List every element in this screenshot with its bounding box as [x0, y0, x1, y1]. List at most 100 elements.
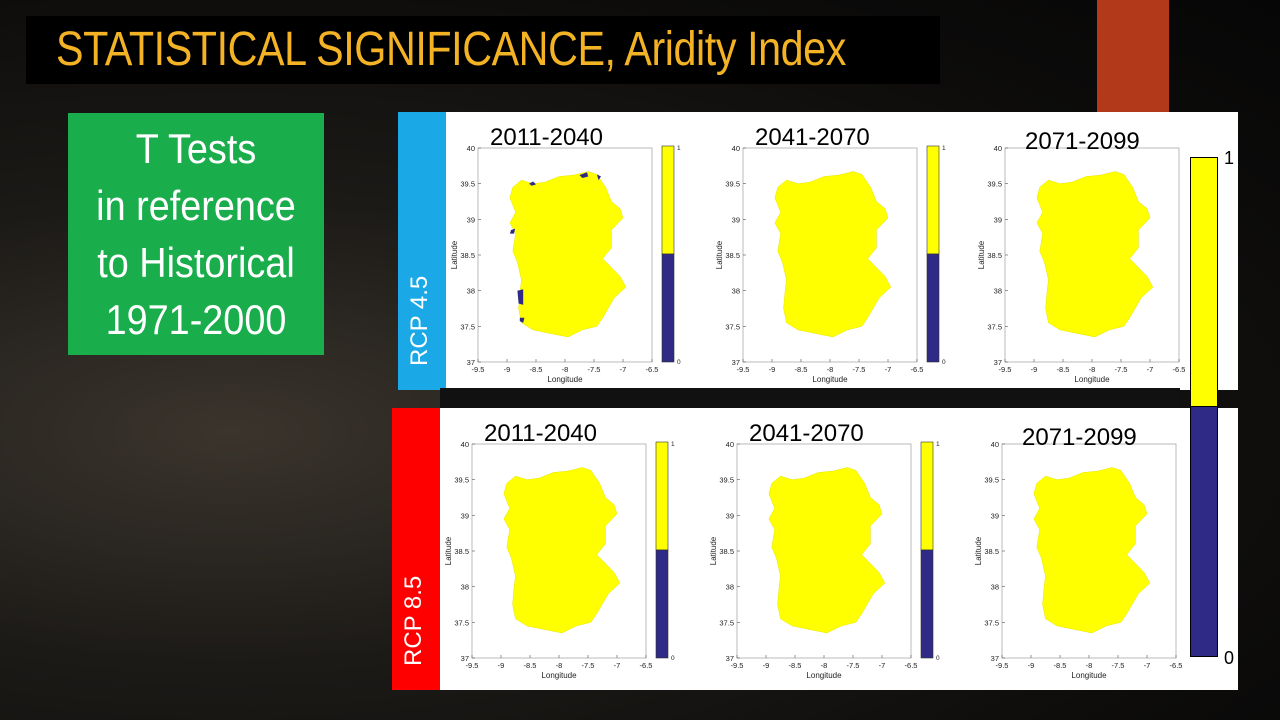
x-axis-label: Longitude: [1071, 671, 1107, 680]
y-tick-label: 39.5: [454, 476, 469, 485]
x-tick-label: -7: [1144, 661, 1151, 670]
y-tick-label: 39.5: [984, 476, 999, 485]
x-tick-label: -8.5: [530, 365, 543, 374]
colorbar-not-significant: [926, 253, 940, 363]
map-rcp85-2071-2099: -9.5 -9 -8.5 -8 -7.5 -7 -6.5 40 39.5 39 38.5 38 37.5…: [970, 408, 1235, 686]
x-tick-label: -8.5: [789, 661, 802, 670]
y-axis-label: Latitude: [974, 536, 983, 565]
y-tick-label: 38: [991, 583, 999, 592]
map-plot: -9.5 -9 -8.5 -8 -7.5 -7 -6.5 40 39.5 39 38.5 38 37.5…: [450, 144, 681, 384]
x-tick-label: -9.5: [472, 365, 485, 374]
x-tick-label: -6.5: [911, 365, 924, 374]
colorbar-not-significant: [661, 253, 675, 363]
x-tick-label: -7.5: [588, 365, 601, 374]
x-axis-label: Longitude: [812, 375, 848, 384]
y-tick-label: 38.5: [725, 251, 740, 260]
region-significant: [1036, 171, 1154, 338]
y-tick-label: 37.5: [987, 322, 1002, 331]
y-tick-label: 40: [991, 440, 999, 449]
period-title: 2011-2040: [484, 420, 597, 447]
y-tick-label: 40: [467, 144, 475, 153]
colorbar-max-label: 1: [677, 145, 681, 152]
colorbar-max-label: 1: [942, 145, 946, 152]
x-tick-label: -9: [504, 365, 511, 374]
main-colorbar-significant: [1191, 158, 1217, 407]
period-title: 2071-2099: [1025, 128, 1140, 155]
colorbar-min-label: 0: [671, 655, 675, 662]
x-tick-label: -8: [1086, 661, 1093, 670]
info-line: to Historical: [97, 239, 295, 286]
accent-rectangle: [1097, 0, 1169, 112]
period-title: 2071-2099: [1022, 424, 1137, 451]
y-tick-label: 37: [726, 654, 734, 663]
colorbar-significant: [920, 441, 934, 551]
x-tick-label: -8.5: [795, 365, 808, 374]
region-not-significant: [517, 289, 524, 305]
region-not-significant: [579, 172, 589, 178]
y-tick-label: 37.5: [460, 322, 475, 331]
y-tick-label: 39: [994, 215, 1002, 224]
y-tick-label: 38: [461, 583, 469, 592]
x-tick-label: -9: [763, 661, 770, 670]
y-tick-label: 40: [994, 144, 1002, 153]
x-tick-label: -9.5: [996, 661, 1009, 670]
x-tick-label: -6.5: [640, 661, 653, 670]
main-colorbar-max-label: 1: [1224, 148, 1235, 168]
y-tick-label: 38: [994, 287, 1002, 296]
rcp45-label-band: RCP 4.5: [398, 112, 446, 390]
y-tick-label: 40: [461, 440, 469, 449]
slide-title: STATISTICAL SIGNIFICANCE, Aridity Index: [56, 23, 846, 76]
y-tick-label: 39.5: [719, 476, 734, 485]
map-plot: -9.5 -9 -8.5 -8 -7.5 -7 -6.5 40 39.5 39 38.5 38 37.5…: [444, 440, 675, 680]
region-significant: [774, 171, 892, 338]
x-tick-label: -7: [614, 661, 621, 670]
region-significant: [1033, 467, 1151, 634]
x-tick-label: -9.5: [737, 365, 750, 374]
x-tick-label: -8: [821, 661, 828, 670]
y-tick-label: 37: [994, 358, 1002, 367]
x-tick-label: -8.5: [1054, 661, 1067, 670]
y-tick-label: 38: [726, 583, 734, 592]
region-significant: [509, 171, 627, 338]
region-not-significant: [509, 228, 516, 234]
y-tick-label: 39.5: [987, 180, 1002, 189]
colorbar-min-label: 0: [677, 359, 681, 366]
x-axis-label: Longitude: [1074, 375, 1110, 384]
y-tick-label: 38.5: [719, 547, 734, 556]
y-tick-label: 39: [726, 511, 734, 520]
rcp45-label: RCP 4.5: [406, 275, 433, 366]
x-tick-label: -9: [1028, 661, 1035, 670]
x-tick-label: -7.5: [853, 365, 866, 374]
y-axis-label: Latitude: [450, 240, 459, 269]
x-tick-label: -8: [827, 365, 834, 374]
map-rcp45-2071-2099: -9.5 -9 -8.5 -8 -7.5 -7 -6.5 40 39.5 39 38.5 38 37.5…: [973, 112, 1238, 390]
y-tick-label: 38.5: [987, 251, 1002, 260]
x-tick-label: -7.5: [1112, 661, 1125, 670]
x-tick-label: -8: [1089, 365, 1096, 374]
colorbar-significant: [926, 145, 940, 255]
y-tick-label: 37.5: [454, 618, 469, 627]
x-tick-label: -6.5: [1173, 365, 1186, 374]
x-tick-label: -8.5: [1057, 365, 1070, 374]
info-box: T Tests in reference to Historical 1971-…: [68, 113, 324, 355]
x-tick-label: -7.5: [1115, 365, 1128, 374]
colorbar-max-label: 1: [936, 441, 940, 448]
y-tick-label: 37: [467, 358, 475, 367]
map-plot: -9.5 -9 -8.5 -8 -7.5 -7 -6.5 40 39.5 39 38.5 38 37.5…: [977, 144, 1186, 384]
map-rcp85-2041-2070: -9.5 -9 -8.5 -8 -7.5 -7 -6.5 40 39.5 39 38.5 38 37.5…: [705, 408, 970, 686]
x-tick-label: -7.5: [847, 661, 860, 670]
x-axis-label: Longitude: [541, 671, 577, 680]
colorbar-not-significant: [655, 549, 669, 659]
x-tick-label: -6.5: [905, 661, 918, 670]
y-tick-label: 39.5: [460, 180, 475, 189]
y-axis-label: Latitude: [709, 536, 718, 565]
info-line: in reference: [96, 182, 296, 229]
y-tick-label: 38: [732, 287, 740, 296]
map-rcp45-2011-2040: -9.5 -9 -8.5 -8 -7.5 -7 -6.5 40 39.5 39 38.5 38 37.5…: [446, 112, 711, 390]
map-rcp85-2011-2040: -9.5 -9 -8.5 -8 -7.5 -7 -6.5 40 39.5 39 38.5 38 37.5…: [440, 408, 705, 686]
rcp85-label: RCP 8.5: [400, 575, 427, 666]
y-tick-label: 38.5: [984, 547, 999, 556]
x-tick-label: -9: [769, 365, 776, 374]
title-bar: STATISTICAL SIGNIFICANCE, Aridity Index: [26, 16, 940, 84]
y-tick-label: 37.5: [725, 322, 740, 331]
